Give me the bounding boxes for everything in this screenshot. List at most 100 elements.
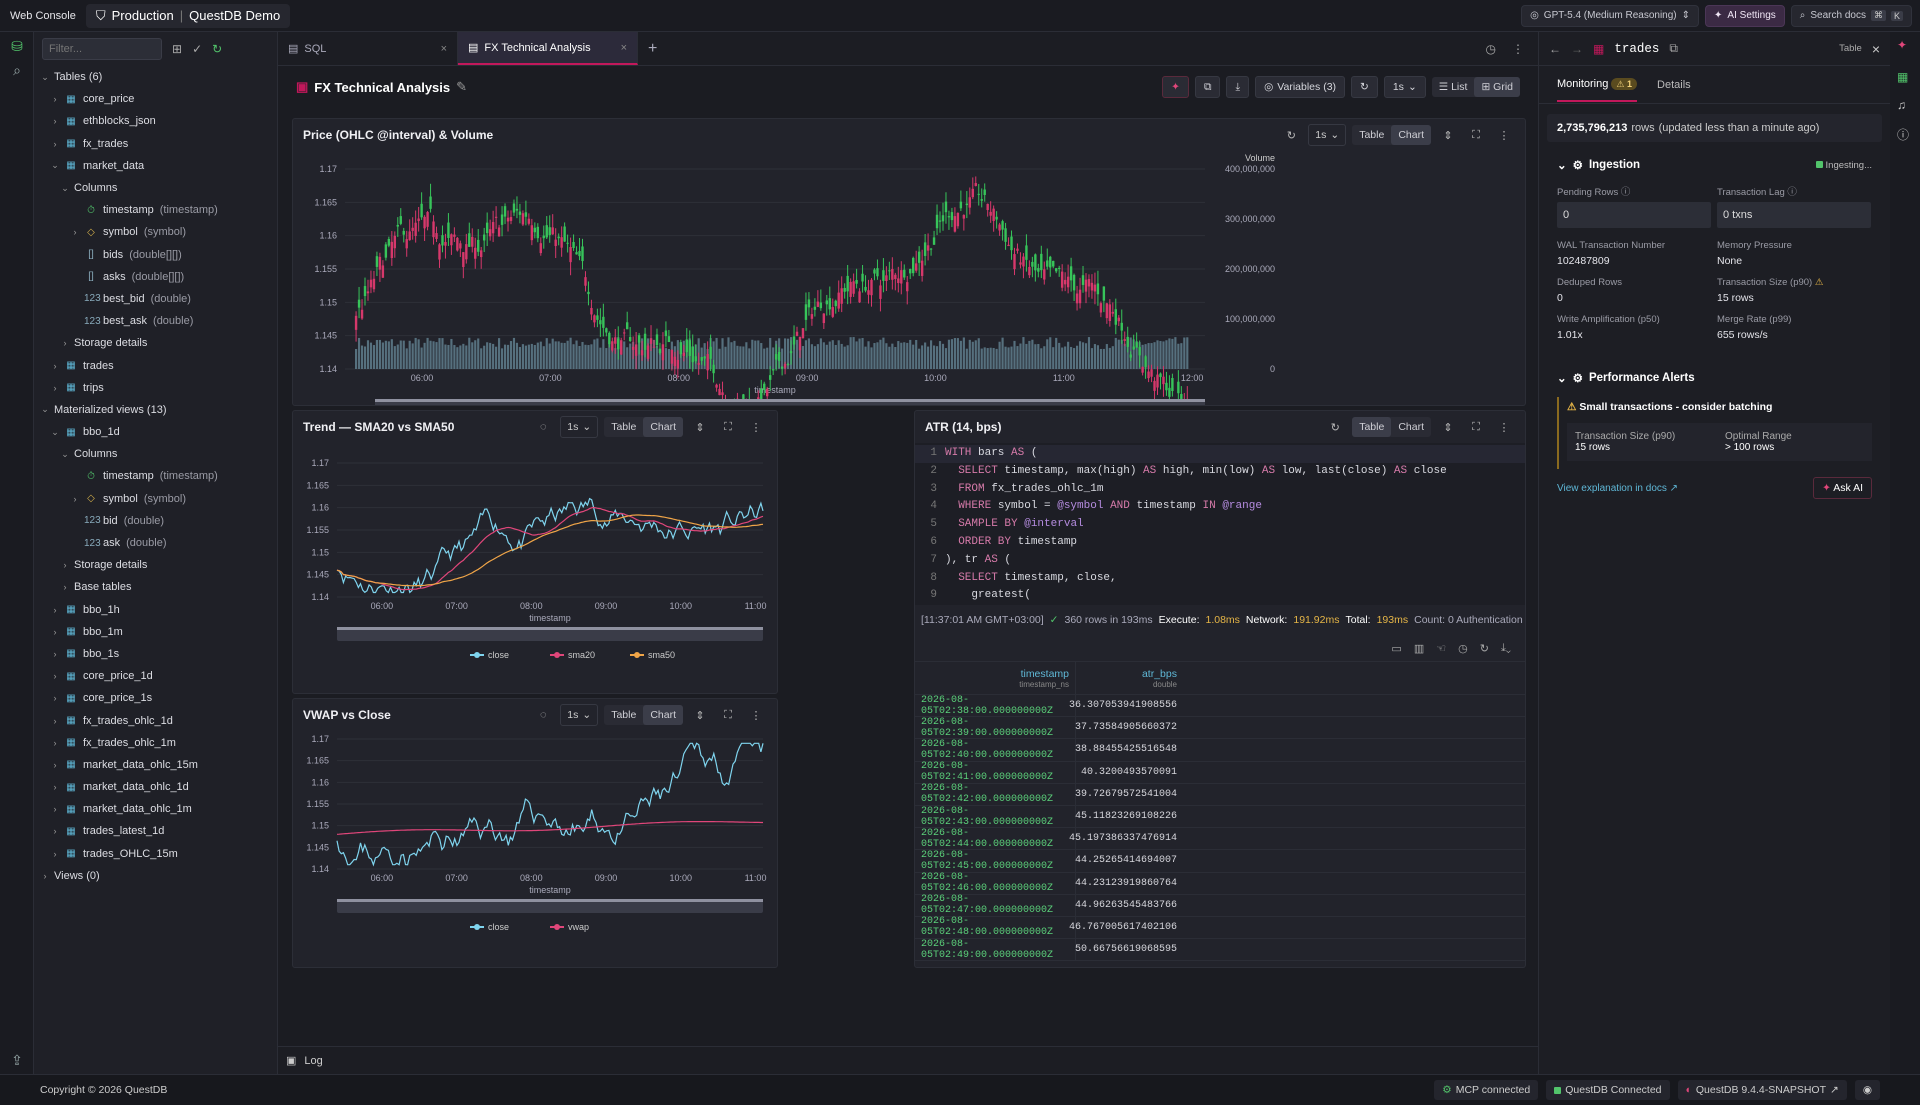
chevron-right-icon[interactable]: ›: [73, 227, 77, 238]
legend-label[interactable]: sma50: [648, 650, 675, 660]
close-icon[interactable]: ×: [620, 41, 627, 54]
table-icon[interactable]: ▦: [1897, 70, 1909, 84]
table-row[interactable]: 2026-08-05T02:47:00.000000000Z 44.9626354…: [915, 894, 1525, 917]
chevron-down-icon[interactable]: ⌄: [61, 448, 69, 459]
cell-atr[interactable]: 44.96263545483766: [1075, 894, 1183, 916]
loading-icon[interactable]: ◌: [540, 709, 547, 721]
tree-item[interactable]: 123 bid (double): [34, 510, 277, 532]
code-line[interactable]: 5 SAMPLE BY @interval: [915, 516, 1525, 534]
legend-label[interactable]: close: [488, 922, 509, 932]
chevron-down-icon[interactable]: ⌄: [51, 426, 59, 437]
cell-atr[interactable]: 40.3200493570091: [1075, 761, 1183, 783]
chevron-down-icon[interactable]: ⌄: [51, 160, 59, 171]
cell-timestamp[interactable]: 2026-08-05T02:48:00.000000000Z: [921, 916, 1054, 939]
tree-item[interactable]: 123 best_bid (double): [34, 288, 277, 310]
chevron-right-icon[interactable]: ›: [53, 604, 57, 615]
code-line[interactable]: 7), tr AS (: [915, 552, 1525, 570]
cell-timestamp[interactable]: 2026-08-05T02:44:00.000000000Z: [921, 827, 1054, 850]
interval-select[interactable]: 1s ⌄: [560, 416, 599, 438]
table-row[interactable]: 2026-08-05T02:44:00.000000000Z 45.1973863…: [915, 827, 1525, 851]
ai-assist-button[interactable]: ✦: [1162, 76, 1189, 98]
chart-view-button[interactable]: Chart: [643, 705, 683, 725]
history-icon[interactable]: ◷: [1485, 41, 1496, 56]
table-row[interactable]: 2026-08-05T02:49:00.000000000Z 50.6675661…: [915, 939, 1525, 962]
chart-view-button[interactable]: Chart: [1398, 421, 1424, 433]
tab-details[interactable]: Details: [1657, 78, 1691, 91]
model-selector[interactable]: ◎ GPT-5.4 (Medium Reasoning) ⇕: [1521, 4, 1700, 27]
csv-icon[interactable]: ▭: [1391, 642, 1402, 655]
column-header-timestamp[interactable]: timestamp: [1020, 667, 1069, 680]
tree-item[interactable]: › ▦ market_data_ohlc_1m: [34, 798, 277, 820]
cell-timestamp[interactable]: 2026-08-05T02:38:00.000000000Z: [921, 694, 1054, 717]
edit-icon[interactable]: ✎: [456, 79, 468, 94]
trend-chart[interactable]: 1.17 1.165 1.16 1.155 1.15 1.145 1.14 06:00 07:0…: [293, 443, 778, 693]
legend-label[interactable]: sma20: [568, 650, 595, 660]
refresh-icon[interactable]: ↻: [1479, 642, 1489, 655]
fullscreen-icon[interactable]: ⛶: [1472, 128, 1480, 141]
tree-item[interactable]: › Storage details: [34, 554, 277, 576]
tree-item[interactable]: ⌄ Columns: [34, 177, 277, 199]
more-icon[interactable]: ⋮: [1498, 421, 1510, 434]
tree-item[interactable]: › ▦ market_data_ohlc_1d: [34, 776, 277, 798]
split-icon[interactable]: ⇕: [695, 709, 705, 722]
close-icon[interactable]: ×: [440, 42, 447, 55]
cell-atr[interactable]: 44.23123919860764: [1075, 872, 1183, 894]
table-row[interactable]: 2026-08-05T02:46:00.000000000Z 44.2312391…: [915, 872, 1525, 895]
tree-item[interactable]: › ▦ core_price_1d: [34, 665, 277, 687]
interval-select[interactable]: 1s ⌄: [560, 704, 599, 726]
split-icon[interactable]: ⇕: [1443, 129, 1453, 142]
tree-item[interactable]: › ▦ core_price: [34, 88, 277, 110]
code-line[interactable]: 9 greatest(: [915, 587, 1525, 605]
loading-icon[interactable]: ◌: [540, 421, 547, 433]
tab-fx-analysis[interactable]: ▤ FX Technical Analysis ×: [458, 32, 638, 65]
cell-atr[interactable]: 39.72679572541004: [1075, 783, 1183, 805]
tab-monitoring[interactable]: Monitoring ⚠ 1: [1557, 68, 1638, 102]
table-row[interactable]: 2026-08-05T02:42:00.000000000Z 39.7267957…: [915, 783, 1525, 806]
tree-item[interactable]: › Views (0): [34, 865, 277, 887]
chevron-right-icon[interactable]: ›: [53, 693, 57, 704]
search-docs-button[interactable]: ⌕ Search docs ⌘ K: [1790, 4, 1912, 27]
table-row[interactable]: 2026-08-05T02:41:00.000000000Z 40.3200493…: [915, 761, 1525, 784]
chevron-right-icon[interactable]: ›: [53, 671, 57, 682]
download-button[interactable]: ⤓: [1226, 76, 1250, 98]
tree-item[interactable]: › ▦ trades: [34, 354, 277, 376]
chevron-right-icon[interactable]: ›: [73, 493, 77, 504]
tree-item[interactable]: [] bids (double[][]): [34, 244, 277, 266]
cell-atr[interactable]: 50.66756619068595: [1075, 939, 1183, 961]
chevron-right-icon[interactable]: ›: [43, 870, 47, 881]
cell-timestamp[interactable]: 2026-08-05T02:40:00.000000000Z: [921, 738, 1054, 761]
chevron-right-icon[interactable]: ›: [53, 626, 57, 637]
chevron-down-icon[interactable]: ⌄: [1557, 160, 1567, 172]
code-line[interactable]: 1 WITH bars AS (: [915, 445, 1525, 463]
tree-item[interactable]: › ▦ bbo_1m: [34, 621, 277, 643]
code-line[interactable]: 8 SELECT timestamp, close,: [915, 570, 1525, 588]
check-circle-icon[interactable]: ✓: [192, 42, 203, 56]
filter-input[interactable]: [42, 38, 162, 60]
tree-item[interactable]: › ◇ symbol (symbol): [34, 488, 277, 510]
more-icon[interactable]: ⋮: [1512, 41, 1524, 56]
sparkle-icon[interactable]: ✦: [1897, 38, 1908, 52]
code-line[interactable]: 2 SELECT timestamp, max(high) AS high, m…: [915, 463, 1525, 481]
cell-atr[interactable]: 45.197386337476914: [1069, 828, 1183, 850]
tree-item[interactable]: ⏱ timestamp (timestamp): [34, 465, 277, 487]
chevron-right-icon[interactable]: ›: [53, 360, 57, 371]
chevron-right-icon[interactable]: ›: [53, 715, 57, 726]
cell-atr[interactable]: 45.11823269108226: [1075, 805, 1183, 828]
more-icon[interactable]: ⋮: [750, 709, 762, 722]
cell-timestamp[interactable]: 2026-08-05T02:47:00.000000000Z: [921, 894, 1054, 917]
interval-select[interactable]: 1s ⌄: [1383, 76, 1426, 98]
chevron-right-icon[interactable]: ›: [53, 648, 57, 659]
add-table-icon[interactable]: ⊞: [172, 42, 183, 56]
chevron-right-icon[interactable]: ›: [63, 560, 67, 571]
table-row[interactable]: 2026-08-05T02:43:00.000000000Z 45.1182326…: [915, 805, 1525, 829]
chevron-right-icon[interactable]: ›: [63, 582, 67, 593]
refresh-icon[interactable]: ↻: [1286, 129, 1296, 142]
split-icon[interactable]: ⇕: [1443, 421, 1453, 434]
table-view-button[interactable]: Table: [611, 421, 637, 433]
cell-timestamp[interactable]: 2026-08-05T02:43:00.000000000Z: [921, 805, 1054, 828]
legend-label[interactable]: close: [488, 650, 509, 660]
chart-view-button[interactable]: Chart: [1391, 125, 1431, 145]
chevron-down-icon[interactable]: ⌄: [41, 71, 49, 82]
tree-item[interactable]: ⌄ Materialized views (13): [34, 399, 277, 421]
chevron-right-icon[interactable]: ›: [53, 138, 57, 149]
